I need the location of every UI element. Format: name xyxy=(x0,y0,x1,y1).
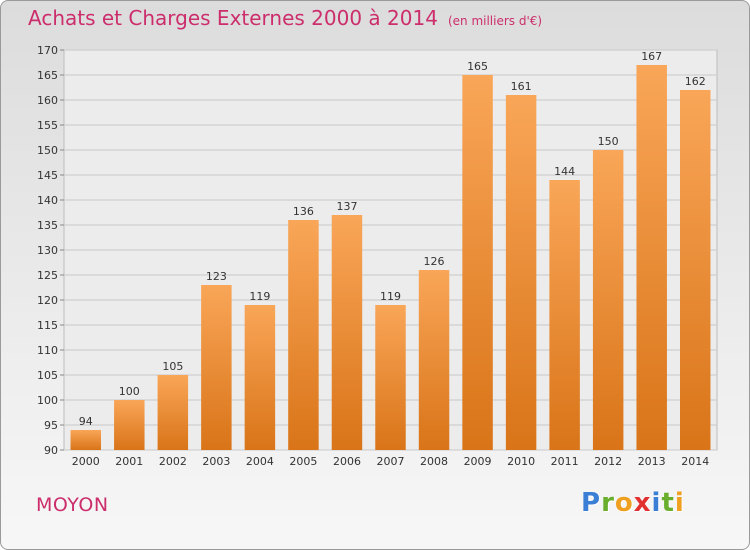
x-tick-label: 2009 xyxy=(464,455,492,468)
data-label: 137 xyxy=(336,200,357,213)
y-tick-label: 145 xyxy=(37,169,58,182)
brand-letter: r xyxy=(601,488,615,518)
x-tick-label: 2013 xyxy=(638,455,666,468)
data-label: 126 xyxy=(424,255,445,268)
y-tick-label: 160 xyxy=(37,94,58,107)
brand-logo: Proxiti xyxy=(581,488,685,518)
bar-2002 xyxy=(157,375,189,450)
y-tick-label: 110 xyxy=(37,344,58,357)
data-label: 119 xyxy=(380,290,401,303)
commune-name: MOYON xyxy=(36,494,109,516)
y-tick-label: 135 xyxy=(37,219,58,232)
data-label: 119 xyxy=(249,290,270,303)
bar-2010 xyxy=(505,95,537,450)
y-tick-label: 105 xyxy=(37,369,58,382)
x-tick-label: 2006 xyxy=(333,455,361,468)
data-label: 165 xyxy=(467,60,488,73)
data-label: 162 xyxy=(685,75,706,88)
brand-letter: i xyxy=(674,488,685,518)
data-label: 136 xyxy=(293,205,314,218)
data-label: 144 xyxy=(554,165,575,178)
bar-2005 xyxy=(288,220,319,450)
data-labels: 94 100 105 123 119 136 137 119 126 165 161 144 150 16… xyxy=(79,50,706,428)
x-tick-label: 2002 xyxy=(159,455,187,468)
x-axis: 2000 2001 2002 2003 2004 2005 2006 2007 2008 2009… xyxy=(72,455,709,468)
data-label: 161 xyxy=(511,80,532,93)
bar-2004 xyxy=(244,305,276,450)
bar-2001 xyxy=(114,400,145,450)
y-tick-label: 125 xyxy=(37,269,58,282)
y-tick-label: 90 xyxy=(44,444,58,457)
data-label: 167 xyxy=(641,50,662,63)
y-axis: 90 95 100 105 110 115 120 125 130 135 140 145 150 155… xyxy=(37,44,64,457)
chart-title: Achats et Charges Externes 2000 à 2014 xyxy=(28,6,438,30)
data-label: 100 xyxy=(119,385,140,398)
bar-2012 xyxy=(592,150,624,450)
data-label: 105 xyxy=(162,360,183,373)
y-tick-label: 120 xyxy=(37,294,58,307)
bar-2011 xyxy=(549,180,580,450)
y-tick-label: 130 xyxy=(37,244,58,257)
x-tick-label: 2011 xyxy=(551,455,579,468)
data-label: 150 xyxy=(598,135,619,148)
y-tick-label: 95 xyxy=(44,419,58,432)
y-tick-label: 165 xyxy=(37,69,58,82)
data-label: 94 xyxy=(79,415,93,428)
brand-letter: o xyxy=(614,488,634,518)
bar-2008 xyxy=(418,270,450,450)
x-tick-label: 2004 xyxy=(246,455,274,468)
bar-2000 xyxy=(70,430,102,450)
bar-2014 xyxy=(679,90,711,450)
y-tick-label: 155 xyxy=(37,119,58,132)
x-tick-label: 2008 xyxy=(420,455,448,468)
chart-subtitle: (en milliers d'€) xyxy=(447,14,543,28)
x-tick-label: 2005 xyxy=(289,455,317,468)
brand-letter: t xyxy=(661,488,675,518)
bar-2009 xyxy=(462,75,493,450)
x-tick-label: 2012 xyxy=(594,455,622,468)
bar-2003 xyxy=(201,285,232,450)
bar-2013 xyxy=(636,65,667,450)
brand-letter: x xyxy=(633,488,652,518)
bar-2006 xyxy=(331,215,363,450)
x-tick-label: 2001 xyxy=(115,455,143,468)
x-tick-label: 2010 xyxy=(507,455,535,468)
brand-letter: i xyxy=(651,488,662,518)
title-line: Achats et Charges Externes 2000 à 2014 (e… xyxy=(28,6,542,30)
x-tick-label: 2000 xyxy=(72,455,100,468)
y-tick-label: 115 xyxy=(37,319,58,332)
y-tick-label: 150 xyxy=(37,144,58,157)
bars xyxy=(70,65,711,450)
bar-2007 xyxy=(375,305,406,450)
x-tick-label: 2014 xyxy=(681,455,709,468)
brand-letter: P xyxy=(581,488,602,518)
y-tick-label: 170 xyxy=(37,44,58,57)
y-tick-label: 100 xyxy=(37,394,58,407)
x-tick-label: 2003 xyxy=(202,455,230,468)
x-tick-label: 2007 xyxy=(377,455,405,468)
data-label: 123 xyxy=(206,270,227,283)
y-tick-label: 140 xyxy=(37,194,58,207)
